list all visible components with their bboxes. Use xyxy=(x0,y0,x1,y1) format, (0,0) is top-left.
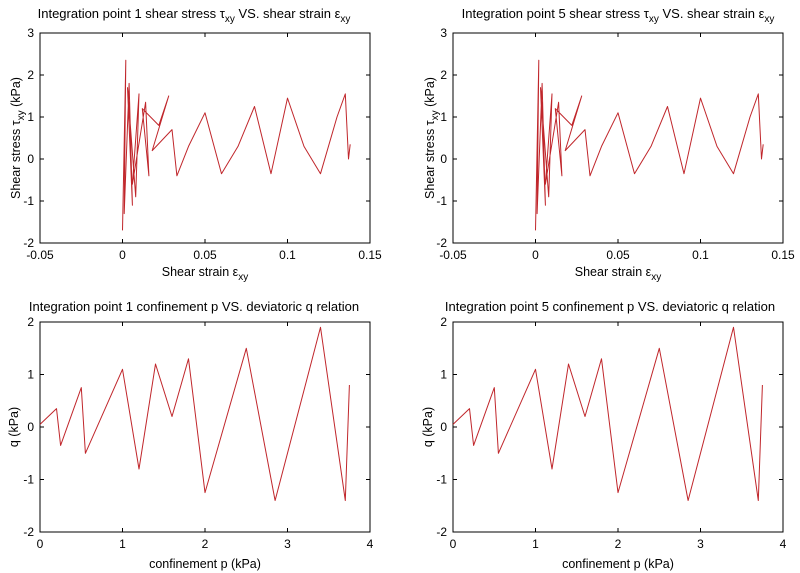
x-axis-label: confinement p (kPa) xyxy=(562,557,674,571)
x-tick-label: 0.15 xyxy=(358,248,382,262)
y-tick-label: 2 xyxy=(440,315,447,329)
x-axis-label: Shear strain εxy xyxy=(162,265,248,283)
x-tick-label: 0 xyxy=(37,537,44,551)
x-tick-label: 4 xyxy=(367,537,374,551)
y-tick-label: -1 xyxy=(23,473,34,487)
y-tick-label: 3 xyxy=(27,26,34,40)
x-tick-label: 0.05 xyxy=(193,248,217,262)
series-line xyxy=(39,326,350,501)
x-tick-label: 2 xyxy=(615,537,622,551)
y-tick-label: 0 xyxy=(440,152,447,166)
y-tick-label: 1 xyxy=(440,368,447,382)
x-tick-label: 2 xyxy=(202,537,209,551)
y-tick-label: 1 xyxy=(27,368,34,382)
x-tick-label: -0.05 xyxy=(26,248,54,262)
y-tick-label: -2 xyxy=(436,525,447,539)
x-tick-label: 3 xyxy=(284,537,291,551)
y-tick-label: 2 xyxy=(27,68,34,82)
x-tick-label: 0.1 xyxy=(692,248,709,262)
series-line xyxy=(452,326,763,501)
series-line xyxy=(535,59,764,231)
plot-area xyxy=(39,321,371,533)
x-tick-label: 0.1 xyxy=(279,248,296,262)
chart-title: Integration point 1 shear stress τxy VS.… xyxy=(38,6,351,25)
y-tick-label: 1 xyxy=(27,110,34,124)
x-axis-label: confinement p (kPa) xyxy=(149,557,261,571)
y-axis-label: Shear stress τxy (kPa) xyxy=(9,77,27,199)
y-tick-label: 2 xyxy=(27,315,34,329)
y-axis-label: q (kPa) xyxy=(7,407,21,447)
plot-area xyxy=(39,32,371,244)
y-axis-label: Shear stress τxy (kPa) xyxy=(423,77,441,199)
y-tick-label: -2 xyxy=(436,236,447,250)
y-tick-label: 0 xyxy=(27,152,34,166)
y-tick-label: 3 xyxy=(440,26,447,40)
y-tick-label: -2 xyxy=(23,236,34,250)
x-axis-label: Shear strain εxy xyxy=(575,265,661,283)
chart-title: Integration point 5 confinement p VS. de… xyxy=(445,299,775,314)
chart-panel-1: -0.05 0 0.05 0.1 0.15 -2 -1 0 1 2 3 Integration poi… xyxy=(9,6,382,283)
y-tick-label: -1 xyxy=(23,194,34,208)
y-tick-label: 2 xyxy=(440,68,447,82)
x-tick-label: 1 xyxy=(119,537,126,551)
chart-panel-2: -0.05 0 0.05 0.1 0.15 -2 -1 0 1 2 3 Integration poi… xyxy=(423,6,795,283)
chart-title: Integration point 5 shear stress τxy VS.… xyxy=(462,6,775,25)
x-tick-label: 0 xyxy=(119,248,126,262)
x-tick-label: 0 xyxy=(532,248,539,262)
plot-area xyxy=(452,32,784,244)
x-tick-label: 0 xyxy=(450,537,457,551)
y-tick-label: -2 xyxy=(23,525,34,539)
y-tick-label: -1 xyxy=(436,473,447,487)
x-tick-label: 3 xyxy=(697,537,704,551)
x-tick-label: -0.05 xyxy=(439,248,467,262)
y-axis-label: q (kPa) xyxy=(421,407,435,447)
y-tick-label: 0 xyxy=(27,420,34,434)
x-tick-label: 1 xyxy=(532,537,539,551)
x-tick-label: 4 xyxy=(780,537,787,551)
x-tick-label: 0.15 xyxy=(771,248,795,262)
x-tick-label: 0.05 xyxy=(606,248,630,262)
series-line xyxy=(122,59,351,231)
plot-area xyxy=(452,321,784,533)
y-tick-label: -1 xyxy=(436,194,447,208)
y-tick-label: 0 xyxy=(440,420,447,434)
y-tick-label: 1 xyxy=(440,110,447,124)
chart-title: Integration point 1 confinement p VS. de… xyxy=(29,299,359,314)
